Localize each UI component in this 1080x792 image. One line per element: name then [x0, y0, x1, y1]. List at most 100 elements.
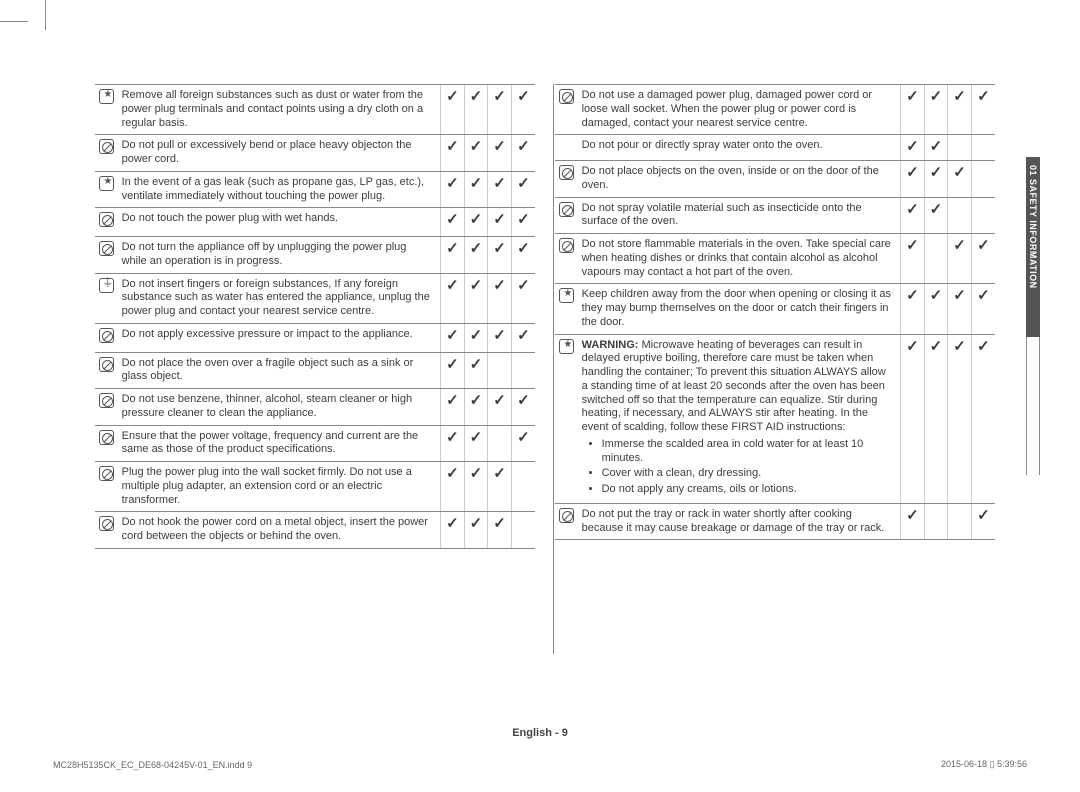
page-number: English - 9 [0, 727, 1080, 739]
check-icon [446, 429, 459, 446]
check-cell [511, 389, 535, 426]
check-icon [906, 88, 919, 105]
star-icon [559, 339, 574, 354]
check-cell [901, 161, 925, 198]
check-icon [977, 507, 990, 524]
check-icon [493, 211, 506, 228]
warning-icon-cell [555, 334, 579, 503]
check-cell [441, 462, 465, 512]
table-row: Remove all foreign substances such as du… [95, 85, 535, 135]
warning-icon-cell [95, 389, 119, 426]
check-icon [446, 465, 459, 482]
check-cell [464, 425, 488, 462]
check-icon [517, 277, 530, 294]
check-cell [948, 503, 972, 540]
table-row: WARNING: Microwave heating of beverages … [555, 334, 995, 503]
check-icon [517, 211, 530, 228]
check-cell [464, 171, 488, 208]
table-row: Plug the power plug into the wall socket… [95, 462, 535, 512]
check-icon [493, 392, 506, 409]
star-icon [99, 176, 114, 191]
check-cell [924, 284, 948, 334]
instruction-text: Do not use a damaged power plug, damaged… [579, 85, 901, 135]
check-icon [470, 392, 483, 409]
check-cell [464, 135, 488, 172]
warning-icon-cell [95, 85, 119, 135]
prohibit-icon [99, 357, 114, 372]
check-cell [901, 85, 925, 135]
check-cell [441, 273, 465, 323]
table-row: Do not apply excessive pressure or impac… [95, 323, 535, 352]
instruction-text: Do not place objects on the oven, inside… [579, 161, 901, 198]
check-icon [446, 240, 459, 257]
check-cell [464, 389, 488, 426]
check-icon [470, 175, 483, 192]
list-item: Immerse the scalded area in cold water f… [602, 438, 892, 466]
check-icon [953, 237, 966, 254]
check-icon [977, 88, 990, 105]
check-cell [948, 197, 972, 234]
left-column: Remove all foreign substances such as du… [95, 84, 535, 549]
table-row: Do not use benzene, thinner, alcohol, st… [95, 389, 535, 426]
check-icon [470, 356, 483, 373]
check-icon [470, 515, 483, 532]
check-icon [493, 138, 506, 155]
check-cell [488, 208, 512, 237]
check-cell [441, 85, 465, 135]
check-cell [971, 284, 995, 334]
check-cell [441, 512, 465, 549]
check-cell [464, 273, 488, 323]
check-cell [488, 462, 512, 512]
check-cell [901, 503, 925, 540]
check-icon [906, 201, 919, 218]
instruction-text: Do not turn the appliance off by unplugg… [119, 237, 441, 274]
check-cell [464, 462, 488, 512]
check-cell [464, 352, 488, 389]
list-item: Cover with a clean, dry dressing. [602, 467, 892, 481]
check-icon [493, 515, 506, 532]
prohibit-icon [99, 328, 114, 343]
right-column: Do not use a damaged power plug, damaged… [555, 84, 995, 549]
warning-icon-cell [95, 425, 119, 462]
check-cell [971, 197, 995, 234]
table-row: Keep children away from the door when op… [555, 284, 995, 334]
warning-icon-cell [95, 135, 119, 172]
check-cell [441, 323, 465, 352]
prohibit-icon [559, 202, 574, 217]
check-icon [446, 327, 459, 344]
check-cell [901, 135, 925, 161]
check-icon [930, 138, 943, 155]
prohibit-icon [99, 466, 114, 481]
check-cell [488, 85, 512, 135]
check-cell [901, 234, 925, 284]
check-cell [511, 425, 535, 462]
check-icon [953, 338, 966, 355]
instruction-text: Do not spray volatile material such as i… [579, 197, 901, 234]
check-icon [906, 507, 919, 524]
footer-timestamp: 2015-06-18 ▯ 5:39:56 [941, 759, 1027, 770]
check-icon [470, 240, 483, 257]
check-icon [493, 88, 506, 105]
check-icon [953, 88, 966, 105]
check-cell [924, 85, 948, 135]
check-cell [511, 208, 535, 237]
table-row: Do not place objects on the oven, inside… [555, 161, 995, 198]
check-cell [441, 389, 465, 426]
check-cell [948, 135, 972, 161]
check-cell [901, 197, 925, 234]
check-icon [930, 338, 943, 355]
star-icon [559, 288, 574, 303]
check-icon [517, 392, 530, 409]
check-cell [511, 352, 535, 389]
instruction-text: Do not insert fingers or foreign substan… [119, 273, 441, 323]
warning-icon-cell [555, 284, 579, 334]
check-icon [446, 88, 459, 105]
table-row: In the event of a gas leak (such as prop… [95, 171, 535, 208]
prohibit-icon [559, 89, 574, 104]
instruction-text: Do not place the oven over a fragile obj… [119, 352, 441, 389]
check-icon [517, 175, 530, 192]
check-cell [948, 284, 972, 334]
table-row: Ensure that the power voltage, frequency… [95, 425, 535, 462]
check-cell [511, 273, 535, 323]
table-row: Do not pull or excessively bend or place… [95, 135, 535, 172]
